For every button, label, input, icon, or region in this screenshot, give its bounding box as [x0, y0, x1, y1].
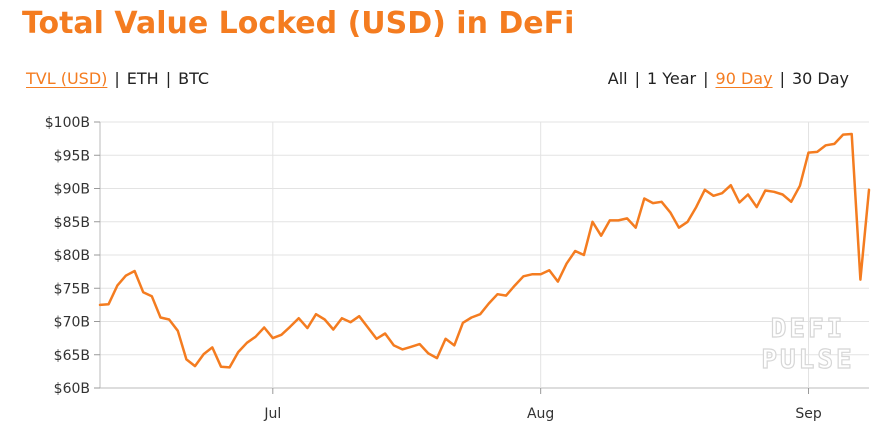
y-tick-label: $95B — [54, 148, 90, 164]
metric-tab-eth[interactable]: ETH — [126, 69, 159, 88]
x-axis-ticks: Jul Aug Sep — [263, 388, 822, 422]
y-tick-label: $60B — [54, 381, 90, 397]
chart-grid — [99, 121, 869, 389]
x-tick-label: Aug — [527, 406, 554, 422]
range-tab-90-day[interactable]: 90 Day — [715, 69, 773, 88]
metric-tab-tvl-usd[interactable]: TVL (USD) — [26, 69, 108, 88]
page-title: Total Value Locked (USD) in DeFi — [22, 6, 575, 41]
y-tick-label: $75B — [54, 281, 90, 297]
watermark-line-1: DEFI — [771, 314, 846, 344]
y-tick-label: $85B — [54, 215, 90, 231]
metric-selector: TVL (USD) | ETH | BTC — [26, 69, 209, 88]
x-tick-label: Sep — [795, 406, 822, 422]
y-tick-label: $65B — [54, 348, 90, 364]
chart-series — [98, 132, 871, 369]
separator: | — [779, 69, 785, 88]
separator: | — [634, 69, 640, 88]
y-axis-ticks: $60B $65B $70B $75B $80B $85B $90B $95B $100B — [45, 115, 100, 397]
y-tick-label: $100B — [45, 115, 90, 131]
y-tick-label: $70B — [54, 315, 90, 331]
range-tab-1-year[interactable]: 1 Year — [646, 69, 697, 88]
y-tick-label: $80B — [54, 248, 90, 264]
y-tick-label: $90B — [54, 182, 90, 198]
separator: | — [165, 69, 172, 88]
separator: | — [703, 69, 709, 88]
metric-tab-btc[interactable]: BTC — [178, 69, 210, 88]
separator: | — [114, 69, 120, 88]
range-selector: All | 1 Year | 90 Day | 30 Day — [608, 69, 849, 88]
tvl-series-line — [98, 132, 871, 369]
range-tab-all[interactable]: All — [607, 69, 628, 88]
range-tab-30-day[interactable]: 30 Day — [791, 69, 849, 88]
x-tick-label: Jul — [263, 406, 281, 422]
watermark-line-2: PULSE — [761, 345, 854, 375]
watermark-logo: DEFI PULSE — [761, 313, 854, 375]
